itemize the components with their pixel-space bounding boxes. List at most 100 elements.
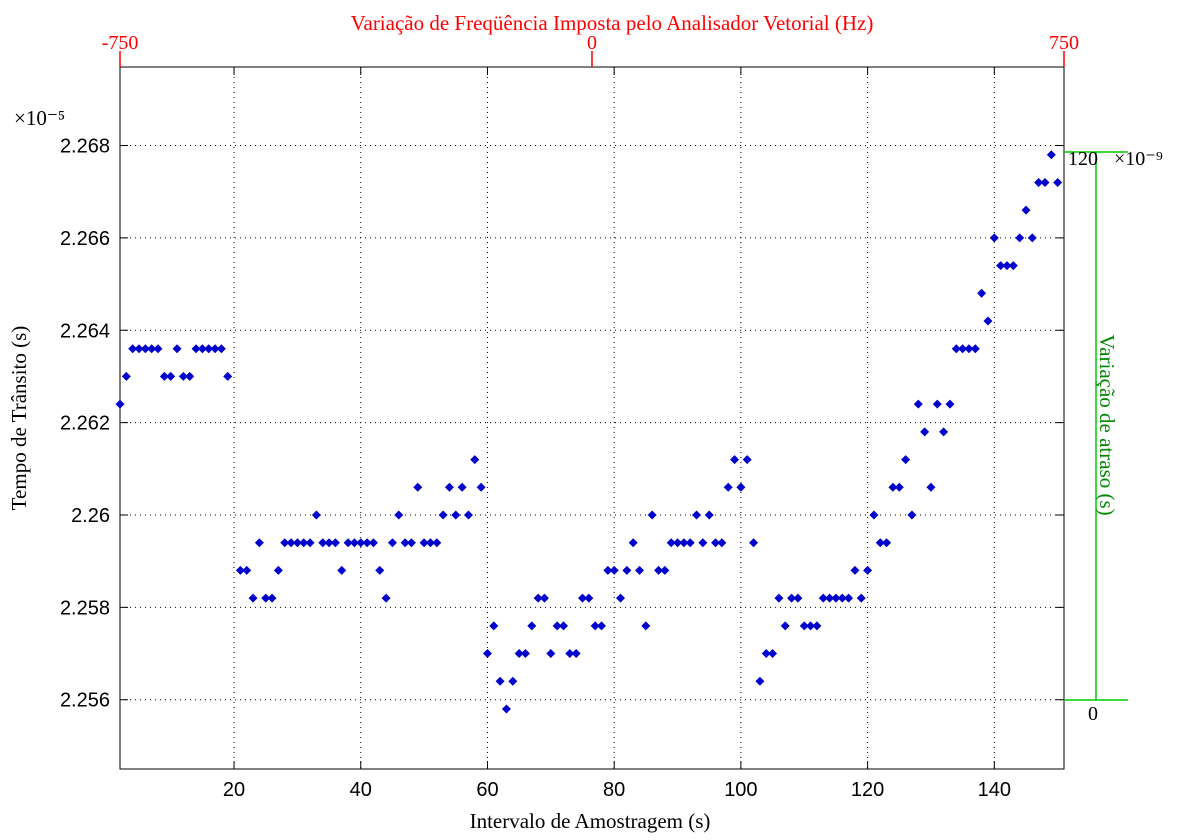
data-point xyxy=(717,538,727,548)
data-point xyxy=(197,344,207,354)
data-point xyxy=(210,344,220,354)
data-point xyxy=(983,316,993,326)
data-point xyxy=(153,344,163,354)
data-point xyxy=(1015,233,1025,243)
data-point xyxy=(647,510,657,520)
data-point xyxy=(501,704,511,714)
data-point xyxy=(654,565,664,575)
data-point xyxy=(223,371,233,381)
data-point xyxy=(692,510,702,520)
x-tick-label: 120 xyxy=(851,779,884,801)
data-point xyxy=(375,565,385,575)
data-point xyxy=(476,482,486,492)
data-point xyxy=(609,565,619,575)
top-axis-label: Variação de Freqüência Imposta pelo Anal… xyxy=(351,11,874,35)
data-point xyxy=(552,621,562,631)
data-point xyxy=(666,538,676,548)
data-point xyxy=(216,344,226,354)
data-point xyxy=(755,676,765,686)
data-point xyxy=(413,482,423,492)
y-tick-label: 2.268 xyxy=(60,136,110,158)
data-point xyxy=(951,344,961,354)
data-point xyxy=(913,399,923,409)
data-point xyxy=(698,538,708,548)
y-axis-ticks: 2.256 2.258 2.26 2.262 2.264 2.266 2.268 xyxy=(60,136,1064,712)
data-point xyxy=(387,538,397,548)
data-point xyxy=(711,538,721,548)
data-point xyxy=(869,510,879,520)
data-point xyxy=(774,593,784,603)
data-point xyxy=(920,427,930,437)
data-point xyxy=(1021,205,1031,215)
data-point xyxy=(159,371,169,381)
data-point xyxy=(267,593,277,603)
data-point xyxy=(172,344,182,354)
data-point xyxy=(305,538,315,548)
data-point xyxy=(204,344,214,354)
data-point xyxy=(856,593,866,603)
data-point xyxy=(818,593,828,603)
data-point xyxy=(299,538,309,548)
data-point xyxy=(806,621,816,631)
data-point xyxy=(438,510,448,520)
data-point xyxy=(121,371,131,381)
data-point xyxy=(660,565,670,575)
data-point xyxy=(286,538,296,548)
data-point xyxy=(470,455,480,465)
y-tick-label: 2.262 xyxy=(60,413,110,435)
data-point xyxy=(166,371,176,381)
data-point xyxy=(1040,177,1050,187)
data-point xyxy=(558,621,568,631)
data-point xyxy=(749,538,759,548)
data-point xyxy=(343,538,353,548)
data-point xyxy=(584,593,594,603)
data-point xyxy=(628,538,638,548)
data-point xyxy=(356,538,366,548)
data-point xyxy=(837,593,847,603)
data-point xyxy=(970,344,980,354)
data-point xyxy=(932,399,942,409)
data-point xyxy=(768,649,778,659)
data-point xyxy=(964,344,974,354)
right-axis-label: Variação de atraso (s) xyxy=(1095,334,1119,515)
data-point xyxy=(736,482,746,492)
top-axis-ticks: -750 0 750 xyxy=(102,32,1079,67)
data-point xyxy=(742,455,752,465)
data-point xyxy=(292,538,302,548)
x-tick-label: 140 xyxy=(978,779,1011,801)
x-tick-label: 80 xyxy=(603,779,625,801)
data-point xyxy=(939,427,949,437)
data-point xyxy=(242,565,252,575)
data-point xyxy=(185,371,195,381)
top-tick-label: 0 xyxy=(587,32,597,54)
data-point xyxy=(482,649,492,659)
data-point xyxy=(147,344,157,354)
data-point xyxy=(349,538,359,548)
data-point xyxy=(419,538,429,548)
data-point xyxy=(704,510,714,520)
data-point xyxy=(330,538,340,548)
data-point xyxy=(926,482,936,492)
data-point xyxy=(996,261,1006,271)
data-point xyxy=(850,565,860,575)
data-point xyxy=(273,565,283,575)
data-point xyxy=(394,510,404,520)
data-point xyxy=(381,593,391,603)
data-point xyxy=(875,538,885,548)
data-points xyxy=(115,150,1063,714)
y-multiplier: ×10⁻⁵ xyxy=(14,106,65,130)
y-axis-label: Tempo de Trânsito (s) xyxy=(7,326,31,511)
data-point xyxy=(679,538,689,548)
x-axis-ticks: 20 40 60 80 100 120 140 xyxy=(223,67,1011,801)
data-point xyxy=(799,621,809,631)
data-point xyxy=(945,399,955,409)
data-point xyxy=(115,399,125,409)
data-point xyxy=(1008,261,1018,271)
data-point xyxy=(685,538,695,548)
x-axis-label: Intervalo de Amostragem (s) xyxy=(470,809,711,833)
data-point xyxy=(463,510,473,520)
x-tick-label: 40 xyxy=(350,779,372,801)
data-point xyxy=(495,676,505,686)
data-point xyxy=(134,344,144,354)
